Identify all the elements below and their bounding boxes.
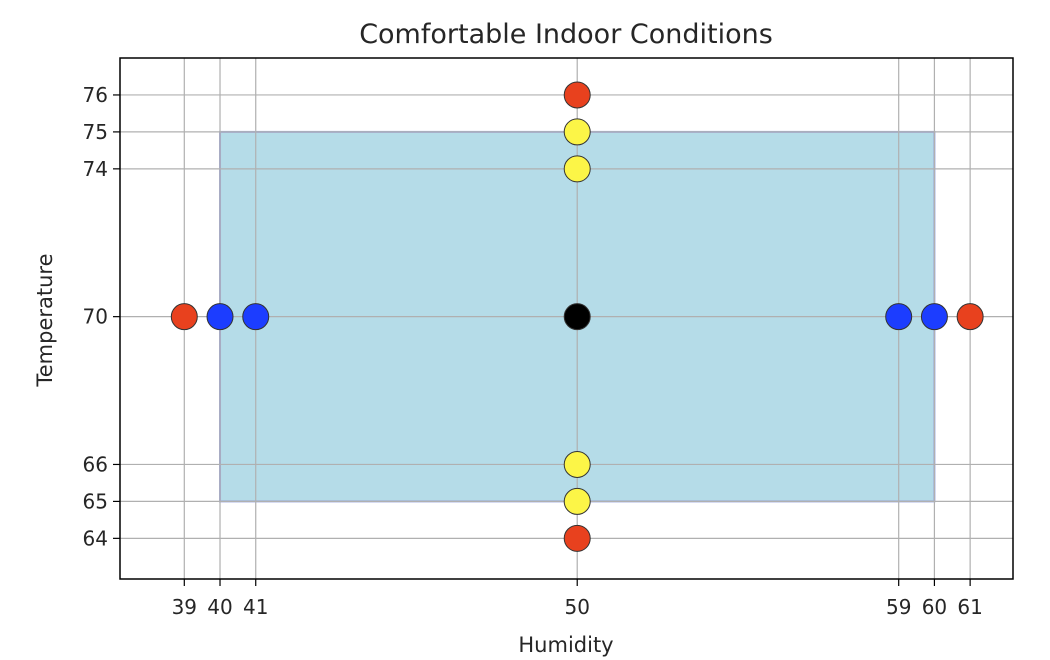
y-tick-label: 64 <box>83 526 108 550</box>
x-axis-label: Humidity <box>518 633 613 657</box>
data-point <box>170 303 198 331</box>
plot-frame <box>119 57 1014 580</box>
data-point <box>563 524 591 552</box>
data-point <box>206 303 234 331</box>
x-tick-label: 59 <box>886 595 911 619</box>
x-axis-ticks: 39 40 41 50 59 60 61 <box>172 579 983 619</box>
x-tick-label: 50 <box>564 595 589 619</box>
y-tick-label: 65 <box>83 489 108 513</box>
y-tick-label: 66 <box>83 452 108 476</box>
data-point <box>563 155 591 183</box>
data-point <box>563 303 591 331</box>
data-point <box>563 450 591 478</box>
data-point <box>920 303 948 331</box>
y-tick-label: 76 <box>83 83 108 107</box>
data-point <box>956 303 984 331</box>
y-tick-label: 70 <box>83 305 108 329</box>
data-point <box>563 487 591 515</box>
x-tick-label: 40 <box>207 595 232 619</box>
y-axis-ticks: 64 65 66 70 74 75 76 <box>83 83 120 550</box>
x-tick-label: 41 <box>243 595 268 619</box>
x-tick-label: 61 <box>957 595 982 619</box>
data-point <box>563 81 591 109</box>
y-axis-label: Temperature <box>33 253 57 387</box>
data-point <box>563 118 591 146</box>
x-tick-label: 60 <box>922 595 947 619</box>
x-tick-label: 39 <box>172 595 197 619</box>
data-point <box>242 303 270 331</box>
y-tick-label: 74 <box>83 157 108 181</box>
data-points <box>170 81 984 552</box>
chart-title: Comfortable Indoor Conditions <box>359 19 773 50</box>
data-point <box>885 303 913 331</box>
y-tick-label: 75 <box>83 120 108 144</box>
